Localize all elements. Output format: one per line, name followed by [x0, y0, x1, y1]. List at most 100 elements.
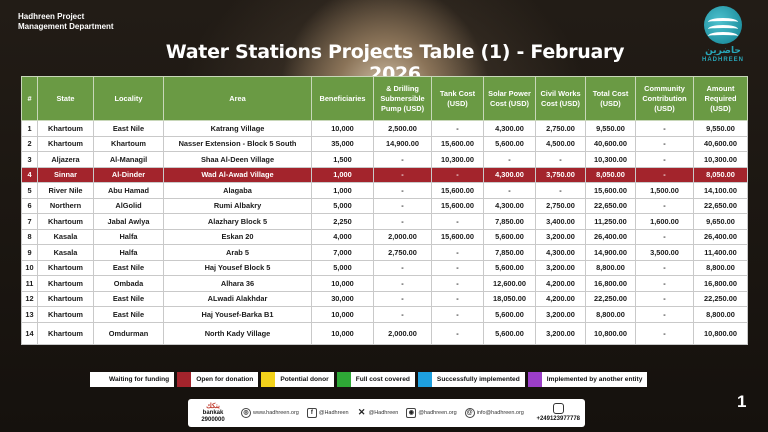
table-cell: Khartoum: [37, 321, 94, 345]
table-cell: -: [635, 151, 694, 168]
table-cell: 9,550.00: [585, 120, 636, 137]
table-cell: 1,000: [311, 182, 374, 199]
table-cell: North Kady Village: [163, 321, 312, 345]
table-cell: Khartoum: [37, 213, 94, 230]
table-row: 14 Khartoum Omdurman North Kady Village 10,0…: [21, 321, 748, 345]
table-cell: 8,050.00: [585, 166, 636, 183]
logo-emblem-icon: [704, 6, 742, 44]
table-cell: 10,300.00: [431, 151, 484, 168]
table-cell: Khartoum: [37, 120, 94, 137]
legend-item: Open for donation: [177, 372, 259, 387]
table-row: 7 Khartoum Jabal Awlya Alazhary Block 5 2,25…: [21, 213, 748, 230]
table-row: 13 Khartoum East Nile Haj Yousef-Barka B1 10…: [21, 306, 748, 323]
column-header: Solar Power Cost (USD): [483, 76, 536, 121]
legend-swatch: [90, 372, 104, 387]
table-cell: -: [483, 151, 536, 168]
table-cell: Al-Dinder: [93, 166, 164, 183]
table-cell: 14,100.00: [693, 182, 748, 199]
organization-name: Hadhreen Project Management Department: [18, 12, 114, 31]
table-cell: 16,800.00: [693, 275, 748, 292]
table-cell: -: [431, 213, 484, 230]
table-cell: 4,300.00: [483, 197, 536, 214]
table-cell: 10,300.00: [693, 151, 748, 168]
table-cell: 10,000: [311, 275, 374, 292]
table-cell: Jabal Awlya: [93, 213, 164, 230]
table-cell: East Nile: [93, 120, 164, 137]
table-cell: 30,000: [311, 290, 374, 307]
table-cell: -: [373, 259, 432, 276]
table-cell: Haj Yousef Block 5: [163, 259, 312, 276]
table-cell: 3,200.00: [535, 306, 586, 323]
hadhreen-logo: حاضرين HADHREEN: [692, 6, 754, 70]
legend-swatch: [417, 372, 432, 387]
instagram-link[interactable]: ◉ @hadhreen.org: [406, 408, 457, 418]
phone-icon: [552, 403, 564, 414]
table-cell: 3,500.00: [635, 244, 694, 261]
table-cell: 3: [21, 151, 38, 168]
legend-item: Full cost covered: [336, 372, 415, 387]
email-link[interactable]: @ info@hadhreen.org: [464, 408, 524, 418]
column-header: Locality: [93, 76, 164, 121]
table-cell: Khartoum: [93, 135, 164, 152]
table-cell: 10,800.00: [585, 321, 636, 345]
table-cell: 8,800.00: [585, 306, 636, 323]
table-cell: 3,400.00: [535, 213, 586, 230]
table-cell: 22,650.00: [585, 197, 636, 214]
table-cell: -: [635, 290, 694, 307]
x-icon: ✕: [357, 407, 366, 417]
table-cell: 1: [21, 120, 38, 137]
column-header: Amount Required (USD): [693, 76, 748, 121]
table-cell: 8: [21, 228, 38, 245]
column-header: Total Cost (USD): [585, 76, 636, 121]
table-cell: 6: [21, 197, 38, 214]
table-cell: Abu Hamad: [93, 182, 164, 199]
table-cell: 14: [21, 321, 38, 345]
table-cell: 5,600.00: [483, 135, 536, 152]
column-header: State: [37, 76, 94, 121]
table-cell: -: [635, 275, 694, 292]
table-cell: 11: [21, 275, 38, 292]
table-cell: 8,800.00: [585, 259, 636, 276]
phone-contact[interactable]: +249123977778: [536, 403, 580, 423]
table-cell: 9,650.00: [693, 213, 748, 230]
table-row: 12 Khartoum East Nile ALwadi Alakhdar 30,000…: [21, 290, 748, 307]
table-cell: Rumi Albakry: [163, 197, 312, 214]
legend-swatch: [336, 372, 351, 387]
table-row: 8 Kasala Halfa Eskan 20 4,000 2,000.00 15,600.…: [21, 228, 748, 245]
table-cell: 13: [21, 306, 38, 323]
table-cell: 15,600.00: [431, 182, 484, 199]
table-cell: -: [373, 306, 432, 323]
table-cell: 7,850.00: [483, 213, 536, 230]
table-cell: 3,200.00: [535, 228, 586, 245]
table-cell: 14,900.00: [585, 244, 636, 261]
table-cell: 8,050.00: [693, 166, 748, 183]
table-cell: River Nile: [37, 182, 94, 199]
legend-item: Successfully implemented: [417, 372, 525, 387]
table-cell: 7,850.00: [483, 244, 536, 261]
table-cell: East Nile: [93, 306, 164, 323]
table-cell: 11,400.00: [693, 244, 748, 261]
legend-swatch: [527, 372, 542, 387]
x-link[interactable]: ✕ @Hadhreen: [357, 407, 399, 417]
website-link[interactable]: ◎ www.hadhreen.org: [241, 408, 299, 418]
table-cell: 10,300.00: [585, 151, 636, 168]
facebook-link[interactable]: f @Hadhreen: [306, 408, 349, 418]
table-cell: 3,200.00: [535, 321, 586, 345]
table-cell: Halfa: [93, 244, 164, 261]
table-cell: Northern: [37, 197, 94, 214]
table-cell: -: [431, 290, 484, 307]
table-cell: 10,000: [311, 321, 374, 345]
table-cell: 9: [21, 244, 38, 261]
column-header: Tank Cost (USD): [431, 76, 484, 121]
table-cell: -: [431, 321, 484, 345]
table-cell: Halfa: [93, 228, 164, 245]
table-cell: 4,300.00: [483, 120, 536, 137]
table-cell: Katrang Village: [163, 120, 312, 137]
table-cell: Khartoum: [37, 306, 94, 323]
table-cell: 5,000: [311, 259, 374, 276]
table-cell: 10: [21, 259, 38, 276]
table-cell: Kasala: [37, 244, 94, 261]
table-cell: 22,250.00: [585, 290, 636, 307]
table-cell: 4,300.00: [535, 244, 586, 261]
table-cell: Ombada: [93, 275, 164, 292]
